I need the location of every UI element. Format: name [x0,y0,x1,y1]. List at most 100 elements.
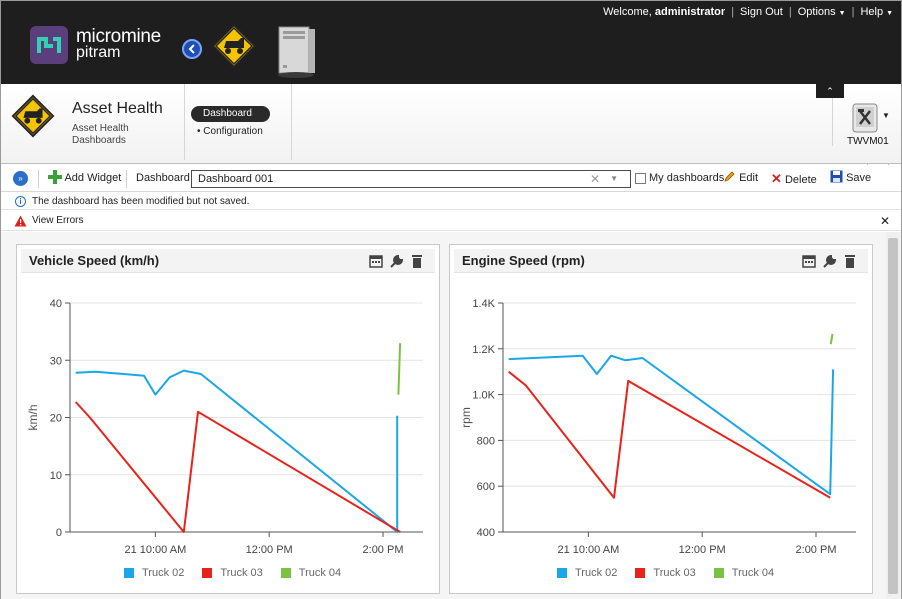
app-title: Asset Health [72,100,163,117]
my-dashboards-checkbox[interactable] [635,173,646,184]
y-tick-label: 30 [50,355,62,367]
legend-swatch [202,568,213,578]
help-label: Help [860,6,884,18]
add-widget-button[interactable]: Add Widget [48,165,121,192]
series-line-truck-04 [397,343,402,395]
chart-legend: Truck 02 Truck 03 Truck 04 [124,567,359,579]
legend-item-truck-03[interactable]: Truck 03 [202,567,263,579]
app-subtitle: Asset Health Dashboards [72,123,129,146]
legend-item-truck-03[interactable]: Truck 03 [635,567,696,579]
help-menu[interactable]: Help ▼ [860,6,893,18]
series-line-truck-02 [508,354,835,496]
y-tick-label: 20 [50,413,62,425]
calendar-icon[interactable] [369,254,383,268]
legend-label: Truck 02 [142,567,185,579]
sign-out-link[interactable]: Sign Out [740,6,783,18]
wrench-icon[interactable] [389,254,404,269]
chevron-down-icon[interactable]: ▼ [610,174,618,183]
logo-mark-icon [30,26,68,64]
series-line-truck-03 [508,370,831,499]
legend-swatch [635,568,646,578]
x-tick-label: 21 10:00 AM [124,544,186,556]
widget-header[interactable]: Vehicle Speed (km/h) [21,249,435,273]
y-tick-label: 800 [477,435,495,447]
x-tick-label: 12:00 PM [246,544,293,556]
legend-label: Truck 02 [575,567,618,579]
info-icon: i [15,196,26,207]
machine-tools-icon[interactable] [851,102,881,137]
chevron-down-icon[interactable]: ▼ [882,111,890,120]
save-button[interactable]: Save [830,165,900,192]
options-menu[interactable]: Options ▼ [798,6,846,18]
back-arrow-icon[interactable] [182,39,202,59]
y-tick-label: 40 [50,298,62,310]
edit-button[interactable]: Edit [723,165,758,192]
clear-icon[interactable]: ✕ [589,172,600,186]
legend-label: Truck 03 [653,567,696,579]
widget-title: Engine Speed (rpm) [462,253,585,268]
chart-legend: Truck 02 Truck 03 Truck 04 [557,567,792,579]
logo-text-pitram: pitram [76,44,121,61]
legend-item-truck-04[interactable]: Truck 04 [713,567,774,579]
y-tick-label: 400 [477,527,495,539]
micromine-pitram-logo: micromine pitram [30,26,170,66]
warning-icon [14,215,27,227]
engine-speed-chart: 400 600 800 1.0K 1.2K 1.4K 21 10:00 AM 12:00 PM… [459,298,856,556]
dashboard-toolbar: » Add Widget Dashboard Dashboard 001 ✕ ▼… [1,165,901,192]
scrollbar-thumb[interactable] [888,238,898,594]
header-divider [832,98,833,146]
calendar-icon[interactable] [802,254,816,268]
add-widget-label: Add Widget [64,172,122,184]
machine-label: TWVM01 [847,136,889,147]
vehicle-speed-chart: 0 10 20 30 40 21 10:00 AM 12:00 PM 2:00 PM km/h [26,298,423,556]
edit-label: Edit [739,172,759,184]
series-line-truck-04 [829,333,834,345]
x-tick-label: 21 10:00 AM [557,544,619,556]
legend-item-truck-02[interactable]: Truck 02 [557,567,617,579]
options-label: Options [797,6,836,18]
legend-item-truck-02[interactable]: Truck 02 [124,567,184,579]
errors-bar: View Errors ✕ [1,211,901,231]
dashboard-select[interactable]: Dashboard 001 ✕ ▼ [191,170,631,188]
x-tick-label: 2:00 PM [363,544,404,556]
legend-label: Truck 03 [220,567,263,579]
view-errors-link[interactable]: View Errors [32,215,84,226]
legend-label: Truck 04 [298,567,342,579]
floppy-disk-icon [830,170,843,183]
chevron-down-icon: ▼ [886,10,893,17]
y-axis-label: km/h [26,404,40,430]
y-tick-label: 10 [50,470,62,482]
widget-vehicle-speed: Vehicle Speed (km/h) 0 10 20 30 40 21 10:00 A… [16,244,440,594]
toolbar-separator [38,170,39,188]
widget-title: Vehicle Speed (km/h) [29,253,160,268]
header-divider [184,84,185,160]
trash-icon[interactable] [411,254,423,268]
delete-x-icon: ✕ [771,171,782,186]
dashboard-canvas: Vehicle Speed (km/h) 0 10 20 30 40 21 10:00 A… [1,232,901,599]
server-icon[interactable] [275,25,317,82]
delete-label: Delete [784,174,817,186]
delete-button[interactable]: ✕ Delete [771,165,817,192]
nav-dashboard[interactable]: Dashboard [191,106,270,122]
y-axis-label: rpm [459,407,473,428]
toolbar-separator [126,170,127,188]
legend-item-truck-04[interactable]: Truck 04 [280,567,342,579]
trash-icon[interactable] [844,254,856,268]
legend-swatch [557,568,567,578]
save-label: Save [846,172,872,184]
widget-header[interactable]: Engine Speed (rpm) [454,249,868,273]
unsaved-notice: i The dashboard has been modified but no… [1,193,901,210]
nav-configuration[interactable]: • Configuration [197,126,263,137]
collapse-header-icon[interactable]: ⌃ [816,84,844,98]
legend-swatch [280,568,291,578]
close-icon[interactable]: ✕ [880,214,891,228]
username: administrator [654,6,726,18]
logo-text-micromine: micromine [76,26,161,47]
haul-truck-sign-icon[interactable] [211,23,257,72]
expand-panel-icon[interactable]: » [13,171,28,186]
wrench-icon[interactable] [822,254,837,269]
x-tick-label: 12:00 PM [679,544,726,556]
y-tick-label: 0 [56,527,62,539]
vertical-scrollbar[interactable] [886,232,900,599]
top-bar: Welcome, administrator | Sign Out | Opti… [1,1,901,84]
